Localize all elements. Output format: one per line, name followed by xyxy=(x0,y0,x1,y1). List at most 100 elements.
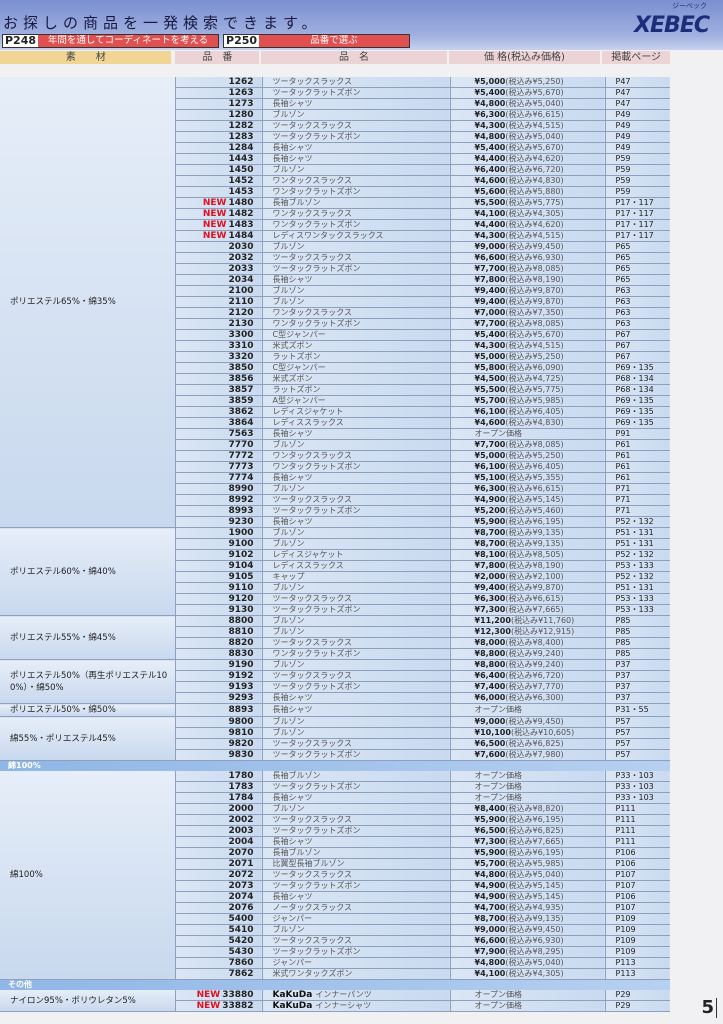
table-row[interactable]: 2071 比翼型長袖ブルゾン ¥5,700(税込み¥5,985) P106 xyxy=(0,858,670,870)
tax-price: (税込み¥4,515) xyxy=(505,231,564,240)
table-row[interactable]: 1263 ツータックラットズボン ¥5,400(税込み¥5,670) P47 xyxy=(0,87,670,99)
table-row[interactable]: 3859 A型ジャンパー ¥5,700(税込み¥5,985) P69・135 xyxy=(0,395,670,407)
link-by-code[interactable]: P250 品番で選ぶ xyxy=(223,34,411,48)
table-row[interactable]: 1283 ツータックラットズボン ¥4,800(税込み¥5,040) P49 xyxy=(0,131,670,143)
table-row[interactable]: 3310 米式ズボン ¥4,300(税込み¥4,515) P67 xyxy=(0,340,670,352)
product-name: ツータックラットズボン xyxy=(262,681,451,693)
table-row[interactable]: 8810 ブルゾン ¥12,300(税込み¥12,915) P85 xyxy=(0,626,670,638)
table-row[interactable]: 7860 ジャンパー ¥4,800(税込み¥5,040) P113 xyxy=(0,957,670,969)
table-row[interactable]: 9130 ツータックラットズボン ¥7,300(税込み¥7,665) P53・133 xyxy=(0,604,670,616)
table-row[interactable]: 9830 ツータックラットズボン ¥7,600(税込み¥7,980) P57 xyxy=(0,749,670,761)
table-row[interactable]: 1784 長袖シャツ オープン価格 P33・103 xyxy=(0,792,670,804)
table-row[interactable]: 8990 ブルゾン ¥6,300(税込み¥6,615) P71 xyxy=(0,483,670,495)
table-row[interactable]: 5410 ブルゾン ¥9,000(税込み¥9,450) P109 xyxy=(0,924,670,936)
table-row[interactable]: ポリエステル50%（再生ポリエステル100%）・綿50% 9190 ブルゾン ¥8,8… xyxy=(0,659,670,704)
table-row[interactable]: 1443 長袖シャツ ¥4,400(税込み¥4,620) P59 xyxy=(0,153,670,165)
tax-price: (税込み¥6,930) xyxy=(505,253,564,262)
table-row[interactable]: ポリエステル55%・綿45% 8800 ブルゾン ¥11,200(税込み¥11,760… xyxy=(0,615,670,660)
table-row[interactable]: 2120 ワンタックスラックス ¥7,000(税込み¥7,350) P63 xyxy=(0,307,670,319)
table-row[interactable]: 2034 長袖シャツ ¥7,800(税込み¥8,190) P65 xyxy=(0,274,670,286)
table-row[interactable]: ポリエステル60%・綿40% 1900 ブルゾン ¥8,700(税込み¥9,135) P… xyxy=(0,527,670,616)
table-row[interactable]: 1453 ワンタックラットズボン ¥5,600(税込み¥5,880) P59 xyxy=(0,186,670,198)
table-row[interactable]: 2002 ツータックスラックス ¥5,900(税込み¥6,195) P111 xyxy=(0,814,670,826)
table-row[interactable]: 9105 キャップ ¥2,000(税込み¥2,100) P52・132 xyxy=(0,571,670,583)
table-row[interactable]: 2004 長袖シャツ ¥7,300(税込み¥7,665) P111 xyxy=(0,836,670,848)
table-row[interactable]: 5430 ツータックラットズボン ¥7,900(税込み¥8,295) P109 xyxy=(0,946,670,958)
table-row[interactable]: 3862 レディスジャケット ¥6,100(税込み¥6,405) P69・135 xyxy=(0,406,670,418)
table-row[interactable]: 9100 ブルゾン ¥8,700(税込み¥9,135) P51・131 xyxy=(0,538,670,550)
product-code: 9120 xyxy=(175,593,263,605)
table-row[interactable]: ナイロン95%・ポリウレタン5% NEW 33880 KaKuDa インナーパンツ オープ… xyxy=(0,990,670,1012)
table-row[interactable]: 7770 ブルゾン ¥7,700(税込み¥8,085) P61 xyxy=(0,439,670,451)
name-text: ワンタックスラックス xyxy=(272,451,353,460)
table-row[interactable]: 3864 レディススラックス ¥4,600(税込み¥4,830) P69・135 xyxy=(0,417,670,429)
table-row[interactable]: 2110 ブルゾン ¥9,400(税込み¥9,870) P63 xyxy=(0,296,670,308)
table-row[interactable]: 9810 ブルゾン ¥10,100(税込み¥10,605) P57 xyxy=(0,727,670,739)
table-row[interactable]: 2074 長袖シャツ ¥4,900(税込み¥5,145) P106 xyxy=(0,891,670,903)
table-row[interactable]: 7774 長袖シャツ ¥5,100(税込み¥5,355) P61 xyxy=(0,472,670,484)
link-coordinate[interactable]: P248 年間を通してコーディネートを考える xyxy=(2,34,220,48)
table-row[interactable]: 9193 ツータックラットズボン ¥7,400(税込み¥7,770) P37 xyxy=(0,681,670,693)
table-row[interactable]: 7773 ワンタックラットズボン ¥6,100(税込み¥6,405) P61 xyxy=(0,461,670,473)
table-row[interactable]: NEW 1483 ワンタックラットズボン ¥4,400(税込み¥4,620) P17・1… xyxy=(0,219,670,231)
table-row[interactable]: 7862 米式ワンタックズボン ¥4,100(税込み¥4,305) P113 xyxy=(0,968,670,980)
table-row[interactable]: 9230 長袖シャツ ¥5,900(税込み¥6,195) P52・132 xyxy=(0,516,670,528)
code-text: 8893 xyxy=(228,705,254,715)
table-row[interactable]: 2000 ブルゾン ¥8,400(税込み¥8,820) P111 xyxy=(0,803,670,815)
table-row[interactable]: 2130 ワンタックラットズボン ¥7,700(税込み¥8,085) P63 xyxy=(0,318,670,330)
table-row[interactable]: 綿100% 1780 長袖ブルゾン オープン価格 P33・103 xyxy=(0,771,670,980)
table-row[interactable]: 1452 ワンタックスラックス ¥4,600(税込み¥4,830) P59 xyxy=(0,175,670,187)
table-row[interactable]: NEW 1484 レディスワンタックスラックス ¥4,300(税込み¥4,515) P1… xyxy=(0,230,670,242)
table-row[interactable]: 1450 ブルゾン ¥6,400(税込み¥6,720) P59 xyxy=(0,164,670,176)
table-row[interactable]: 3857 ラットズボン ¥5,500(税込み¥5,775) P68・134 xyxy=(0,384,670,396)
table-row[interactable]: 5420 ツータックスラックス ¥6,600(税込み¥6,930) P109 xyxy=(0,935,670,947)
table-row[interactable]: 2070 長袖ブルゾン ¥5,900(税込み¥6,195) P106 xyxy=(0,847,670,859)
product-code: 3857 xyxy=(175,384,263,396)
table-row[interactable]: 8820 ツータックスラックス ¥8,000(税込み¥8,400) P85 xyxy=(0,637,670,649)
table-row[interactable]: 5400 ジャンパー ¥8,700(税込み¥9,135) P109 xyxy=(0,913,670,925)
col-price: 価 格(税込み価格) xyxy=(448,51,601,64)
table-row[interactable]: 1284 長袖シャツ ¥5,400(税込み¥5,670) P49 xyxy=(0,142,670,154)
table-row[interactable]: 9104 レディススラックス ¥7,800(税込み¥8,190) P53・133 xyxy=(0,560,670,572)
product-code: 1453 xyxy=(175,186,263,198)
table-row[interactable]: NEW 33882 KaKuDa インナーシャツ オープン価格 P29 xyxy=(0,1000,670,1012)
table-row[interactable]: 1282 ツータックスラックス ¥4,300(税込み¥4,515) P49 xyxy=(0,120,670,132)
table-row[interactable]: 8992 ツータックスラックス ¥4,900(税込み¥5,145) P71 xyxy=(0,494,670,506)
table-row[interactable]: 9293 長袖シャツ ¥6,000(税込み¥6,300) P37 xyxy=(0,692,670,704)
table-row[interactable]: 2100 ブルゾン ¥9,400(税込み¥9,870) P63 xyxy=(0,285,670,297)
name-text: 長袖シャツ xyxy=(272,892,313,901)
table-row[interactable]: ポリエステル50%・綿50% 8893 長袖シャツ オープン価格 P31・55 xyxy=(0,703,670,717)
table-row[interactable]: 3856 米式ズボン ¥4,500(税込み¥4,725) P68・134 xyxy=(0,373,670,385)
table-row[interactable]: ポリエステル65%・綿35% 1262 ツータックスラックス ¥5,000(税込み¥5… xyxy=(0,77,670,528)
table-row[interactable]: 綿55%・ポリエステル45% 9800 ブルゾン ¥9,000(税込み¥9,450) P… xyxy=(0,716,670,761)
table-row[interactable]: 1783 ツータックラットズボン オープン価格 P33・103 xyxy=(0,781,670,793)
table-row[interactable]: 3320 ラットズボン ¥5,000(税込み¥5,250) P67 xyxy=(0,351,670,363)
table-row[interactable]: 8830 ワンタックラットズボン ¥8,800(税込み¥9,240) P85 xyxy=(0,648,670,660)
table-row[interactable]: 3300 C型ジャンパー ¥5,400(税込み¥5,670) P67 xyxy=(0,329,670,341)
table-row[interactable]: 9820 ツータックスラックス ¥6,500(税込み¥6,825) P57 xyxy=(0,738,670,750)
table-row[interactable]: 2032 ツータックスラックス ¥6,600(税込み¥6,930) P65 xyxy=(0,252,670,264)
table-row[interactable]: 2076 ノータックスラックス ¥4,700(税込み¥4,935) P107 xyxy=(0,902,670,914)
table-row[interactable]: 3850 C型ジャンパー ¥5,800(税込み¥6,090) P69・135 xyxy=(0,362,670,374)
table-row[interactable]: 9110 ブルゾン ¥9,400(税込み¥9,870) P51・131 xyxy=(0,582,670,594)
tax-value: ¥4,830 xyxy=(532,418,561,427)
table-row[interactable]: 1273 長袖シャツ ¥4,800(税込み¥5,040) P47 xyxy=(0,98,670,110)
product-code: 3864 xyxy=(175,417,263,429)
table-row[interactable]: 2033 ツータックラットズボン ¥7,700(税込み¥8,085) P65 xyxy=(0,263,670,275)
code-text: 1273 xyxy=(228,99,254,109)
catalog-page: P59 xyxy=(605,186,670,198)
table-row[interactable]: NEW 1482 ワンタックスラックス ¥4,100(税込み¥4,305) P17・11… xyxy=(0,208,670,220)
table-row[interactable]: 9120 ツータックスラックス ¥6,300(税込み¥6,615) P53・133 xyxy=(0,593,670,605)
product-name: ツータックスラックス xyxy=(262,252,451,264)
table-row[interactable]: 2073 ツータックラットズボン ¥4,900(税込み¥5,145) P107 xyxy=(0,880,670,892)
table-row[interactable]: 2072 ツータックスラックス ¥4,800(税込み¥5,040) P107 xyxy=(0,869,670,881)
table-row[interactable]: 7772 ワンタックスラックス ¥5,000(税込み¥5,250) P61 xyxy=(0,450,670,462)
table-row[interactable]: 2003 ツータックラットズボン ¥6,500(税込み¥6,825) P111 xyxy=(0,825,670,837)
table-row[interactable]: 8993 ツータックラットズボン ¥5,200(税込み¥5,460) P71 xyxy=(0,505,670,517)
table-row[interactable]: 2030 ブルゾン ¥9,000(税込み¥9,450) P65 xyxy=(0,241,670,253)
table-row[interactable]: 1280 ブルゾン ¥6,300(税込み¥6,615) P49 xyxy=(0,109,670,121)
table-row[interactable]: NEW 1480 長袖ブルゾン ¥5,500(税込み¥5,775) P17・117 xyxy=(0,197,670,209)
table-row[interactable]: 9192 ツータックスラックス ¥6,400(税込み¥6,720) P37 xyxy=(0,670,670,682)
table-row[interactable]: 7563 長袖シャツ オープン価格 P91 xyxy=(0,428,670,440)
table-row[interactable]: 9102 レディスジャケット ¥8,100(税込み¥8,505) P52・132 xyxy=(0,549,670,561)
